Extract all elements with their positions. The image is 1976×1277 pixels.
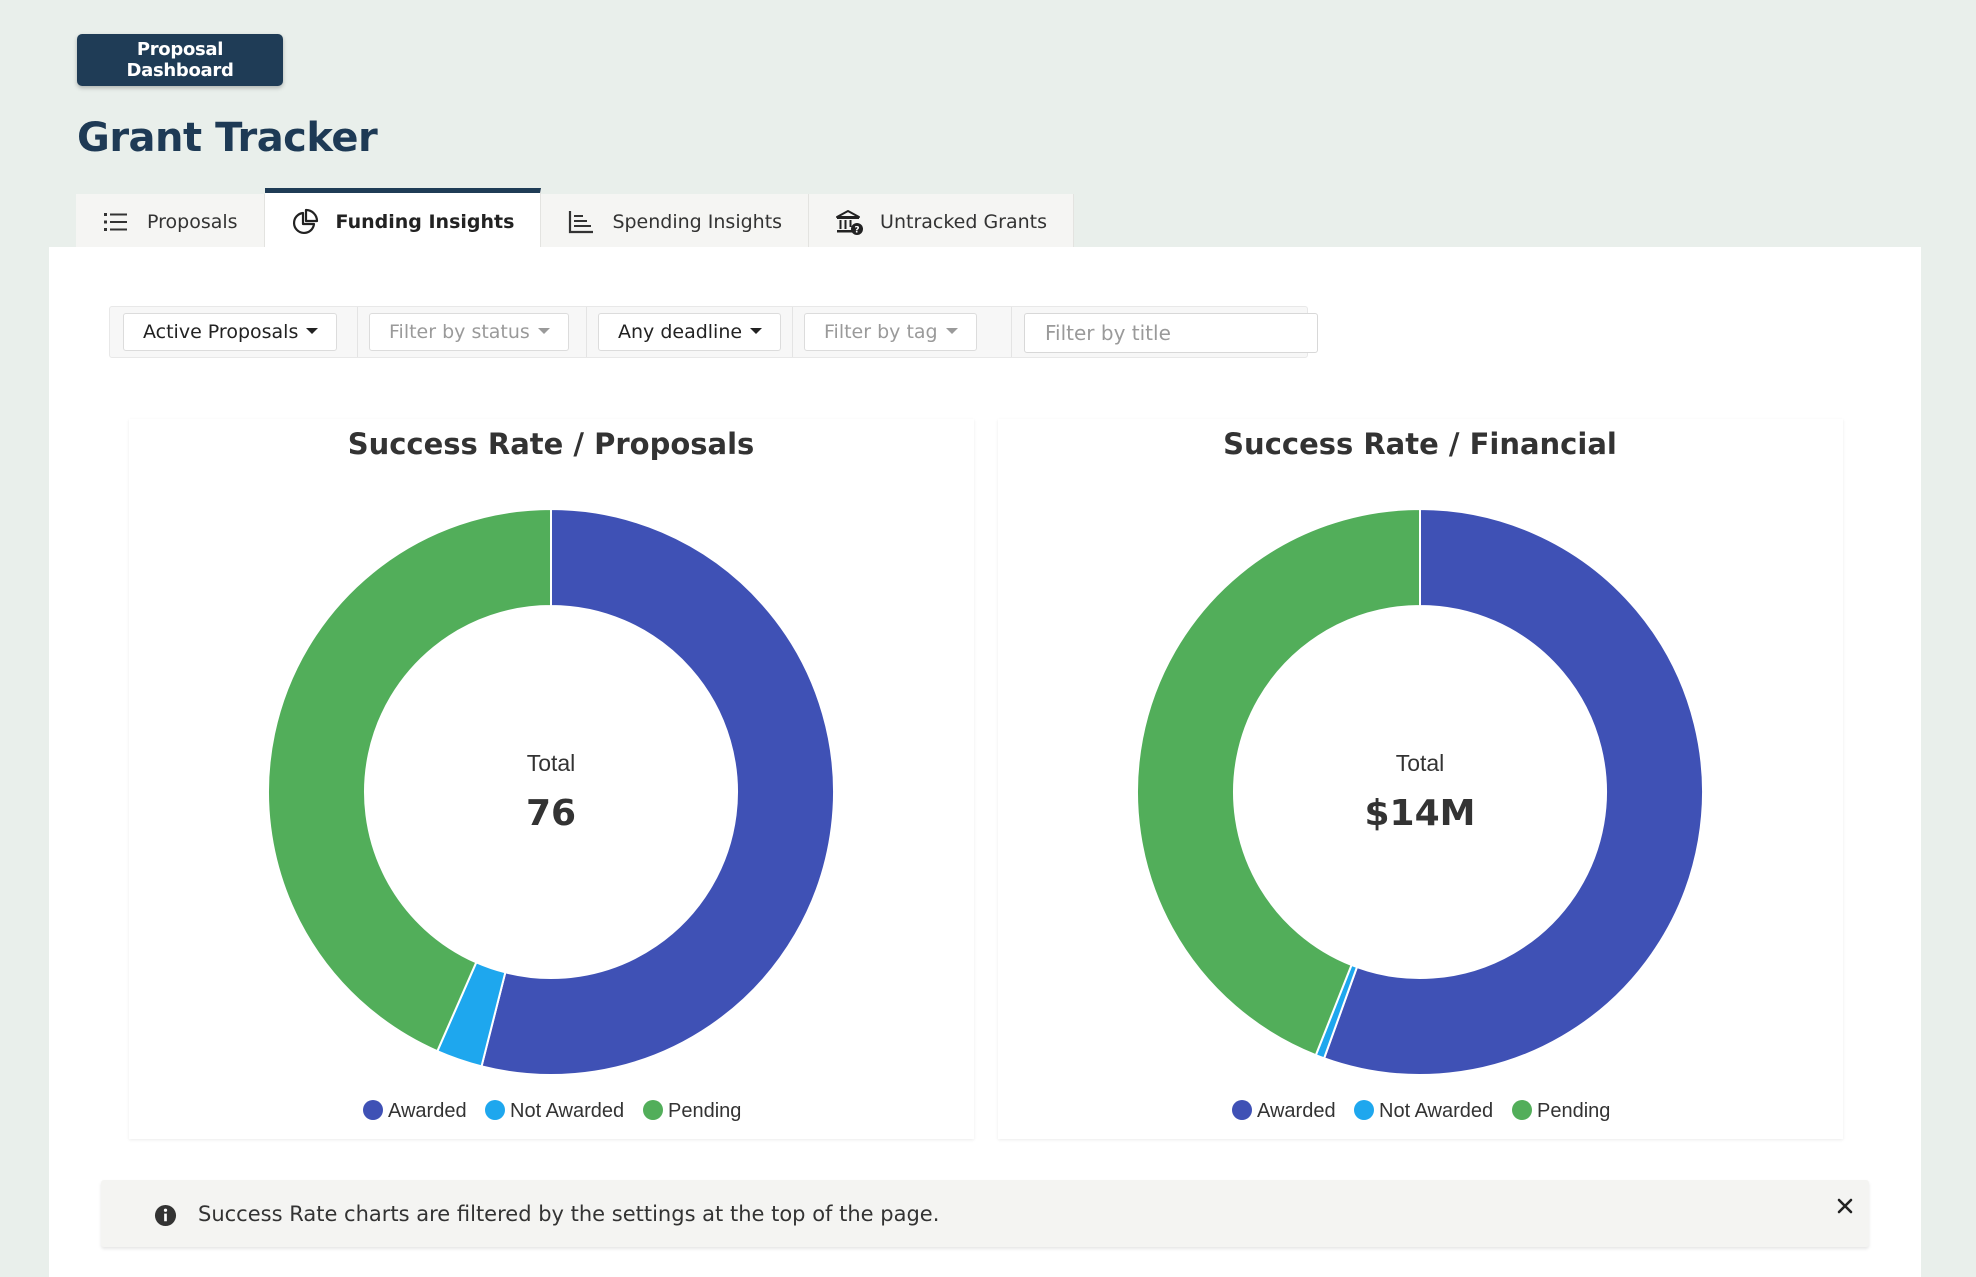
- tab-label: Spending Insights: [612, 211, 783, 233]
- tab-label: Untracked Grants: [880, 211, 1048, 233]
- deadline-filter-label: Any deadline: [618, 321, 743, 343]
- chart-center-label: Total: [1396, 750, 1445, 776]
- proposal-dashboard-button[interactable]: Proposal Dashboard: [77, 34, 283, 86]
- chart-title: Success Rate / Proposals: [348, 427, 755, 461]
- deadline-filter-dropdown[interactable]: Any deadline: [598, 313, 782, 351]
- tab-spending-insights[interactable]: Spending Insights: [541, 194, 810, 250]
- filter-divider: [357, 307, 358, 357]
- donut-slices: [1136, 507, 1705, 1076]
- tag-filter-dropdown[interactable]: Filter by tag: [804, 313, 977, 351]
- legend-not-awarded[interactable]: Not Awarded: [1354, 1100, 1493, 1122]
- legend-label: Awarded: [1257, 1100, 1336, 1122]
- tab-funding-insights[interactable]: Funding Insights: [264, 188, 542, 250]
- legend-pending[interactable]: Pending: [643, 1100, 741, 1122]
- chart-center-label: Total: [527, 750, 576, 776]
- tag-filter-label: Filter by tag: [824, 321, 938, 343]
- scope-filter-dropdown[interactable]: Active Proposals: [123, 313, 338, 351]
- legend-swatch-awarded: [363, 1100, 383, 1120]
- legend-swatch-awarded: [1232, 1100, 1252, 1120]
- funding-insights-panel: Active Proposals Filter by status Any de…: [49, 247, 1921, 1277]
- donut-slice-awarded[interactable]: [480, 507, 836, 1076]
- legend-swatch-pending: [1512, 1100, 1532, 1120]
- scope-filter-label: Active Proposals: [143, 321, 299, 343]
- legend-label: Awarded: [388, 1100, 467, 1122]
- donut-slice-pending[interactable]: [267, 507, 552, 1053]
- status-filter-label: Filter by status: [389, 321, 530, 343]
- legend-swatch-pending: [643, 1100, 663, 1120]
- legend-awarded[interactable]: Awarded: [363, 1100, 467, 1122]
- tab-label: Proposals: [147, 211, 238, 233]
- status-filter-dropdown[interactable]: Filter by status: [369, 313, 569, 351]
- chevron-down-icon: [750, 328, 763, 334]
- legend-label: Pending: [668, 1100, 741, 1122]
- bar-chart-icon: [567, 208, 595, 236]
- pie-chart-icon: [291, 208, 319, 236]
- page-title: Grant Tracker: [77, 115, 378, 161]
- financial-donut-svg: Success Rate / Financial Total $14M Awar…: [1136, 427, 1705, 1122]
- tab-label: Funding Insights: [335, 210, 515, 233]
- legend-swatch-not-awarded: [485, 1100, 505, 1120]
- alert-message: Success Rate charts are filtered by the …: [198, 1202, 940, 1226]
- legend-swatch-not-awarded: [1354, 1100, 1374, 1120]
- chart-center-value: 76: [526, 793, 576, 834]
- proposals-donut-svg: Success Rate / Proposals Total 76 Awarde…: [267, 427, 836, 1122]
- legend-awarded[interactable]: Awarded: [1232, 1100, 1336, 1122]
- legend-label: Not Awarded: [510, 1100, 624, 1122]
- info-icon: [154, 1204, 177, 1227]
- bank-question-icon: ?: [835, 208, 864, 236]
- tab-untracked-grants[interactable]: ? Untracked Grants: [809, 194, 1075, 250]
- tab-proposals[interactable]: Proposals: [76, 194, 265, 250]
- filter-divider: [792, 307, 793, 357]
- chart-center-value: $14M: [1365, 793, 1476, 834]
- legend-pending[interactable]: Pending: [1512, 1100, 1610, 1122]
- chevron-down-icon: [306, 328, 319, 334]
- close-icon[interactable]: [1832, 1193, 1858, 1219]
- proposals-success-chart: Success Rate / Proposals Total 76 Awarde…: [129, 419, 974, 1139]
- legend-not-awarded[interactable]: Not Awarded: [485, 1100, 624, 1122]
- list-icon: [102, 208, 130, 236]
- chevron-down-icon: [537, 328, 550, 334]
- filter-divider: [1011, 307, 1012, 357]
- info-alert: Success Rate charts are filtered by the …: [101, 1180, 1869, 1247]
- donut-slice-pending[interactable]: [1136, 507, 1421, 1057]
- legend-label: Not Awarded: [1379, 1100, 1493, 1122]
- filter-divider: [586, 307, 587, 357]
- title-filter-input[interactable]: [1024, 313, 1318, 353]
- filter-bar: Active Proposals Filter by status Any de…: [109, 306, 1318, 358]
- chevron-down-icon: [945, 328, 958, 334]
- legend-label: Pending: [1537, 1100, 1610, 1122]
- chart-title: Success Rate / Financial: [1223, 427, 1617, 461]
- financial-success-chart: Success Rate / Financial Total $14M Awar…: [998, 419, 1843, 1139]
- donut-slice-awarded[interactable]: [1322, 507, 1705, 1076]
- svg-text:?: ?: [854, 226, 859, 236]
- donut-slices: [267, 507, 836, 1076]
- tab-bar: Proposals Funding Insights Spending Insi…: [76, 188, 1075, 250]
